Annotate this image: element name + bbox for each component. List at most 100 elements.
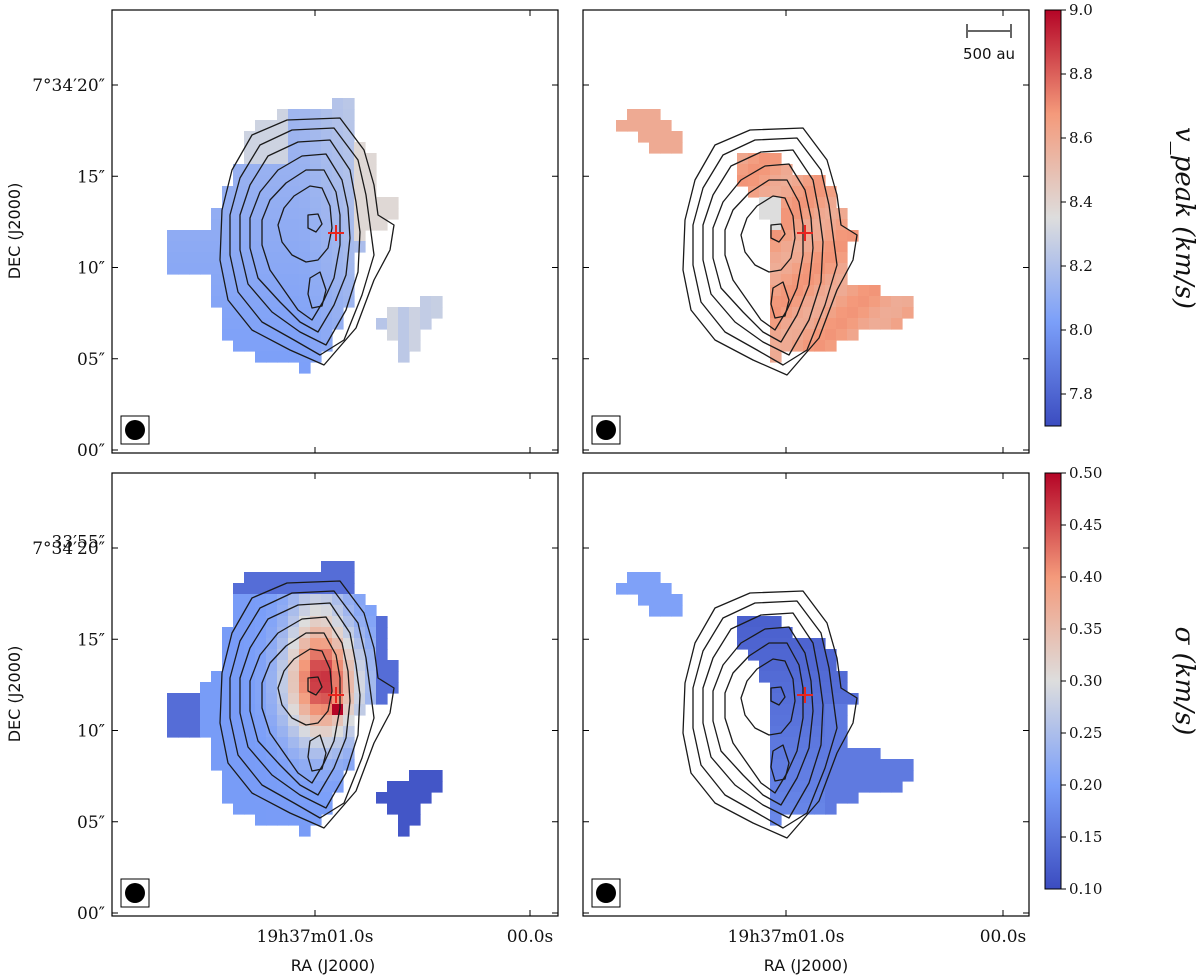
heatmap-cell bbox=[277, 605, 289, 617]
heatmap-cell bbox=[255, 120, 267, 132]
heatmap-cell bbox=[781, 792, 793, 804]
heatmap-cell bbox=[332, 671, 344, 683]
heatmap-cell bbox=[792, 781, 804, 793]
heatmap-cell bbox=[803, 781, 815, 793]
heatmap-cell bbox=[321, 660, 333, 672]
dec-tick-label: 10″ bbox=[77, 722, 105, 742]
heatmap-cell bbox=[321, 737, 333, 749]
heatmap-cell bbox=[781, 208, 793, 220]
heatmap-cell bbox=[299, 715, 311, 727]
heatmap-cell bbox=[836, 704, 848, 716]
heatmap-cell bbox=[376, 616, 388, 628]
heatmap-cell bbox=[770, 285, 782, 297]
heatmap-cell bbox=[299, 362, 311, 374]
heatmap-cell bbox=[255, 704, 267, 716]
heatmap-cell bbox=[737, 627, 749, 639]
heatmap-cell bbox=[299, 737, 311, 749]
heatmap-cell bbox=[255, 142, 267, 154]
heatmap-cell bbox=[770, 252, 782, 264]
heatmap-cell bbox=[814, 682, 826, 694]
heatmap-cell bbox=[222, 660, 234, 672]
dec-tick-label: 33′55″ bbox=[52, 532, 105, 552]
heatmap-cell bbox=[244, 803, 256, 815]
heatmap-cell bbox=[233, 781, 245, 793]
heatmap-cell bbox=[627, 109, 639, 121]
heatmap-cell bbox=[310, 649, 322, 661]
heatmap-cell bbox=[803, 693, 815, 705]
heatmap-cell bbox=[431, 307, 443, 319]
heatmap-cell bbox=[277, 285, 289, 297]
heatmap-cell bbox=[299, 153, 311, 165]
heatmap-cell bbox=[244, 285, 256, 297]
heatmap-cell bbox=[737, 153, 749, 165]
heatmap-cell bbox=[332, 285, 344, 297]
heatmap-cell bbox=[814, 660, 826, 672]
heatmap-cell bbox=[266, 186, 278, 198]
heatmap-cell bbox=[803, 704, 815, 716]
heatmap-cell bbox=[814, 197, 826, 209]
heatmap-cell bbox=[847, 693, 859, 705]
heatmap-cell bbox=[354, 175, 366, 187]
colorbar-tick-label: 0.30 bbox=[1069, 672, 1102, 690]
heatmap-cell bbox=[825, 197, 837, 209]
heatmap-cell bbox=[233, 263, 245, 275]
heatmap-cell bbox=[288, 770, 300, 782]
heatmap-cell bbox=[299, 241, 311, 253]
heatmap-cell bbox=[825, 219, 837, 231]
heatmap-cell bbox=[266, 241, 278, 253]
colorbar-tick-label: 0.40 bbox=[1069, 568, 1102, 586]
heatmap-cell bbox=[200, 715, 212, 727]
heatmap-cell bbox=[671, 131, 683, 143]
heatmap-cell bbox=[288, 241, 300, 253]
heatmap-cell bbox=[420, 781, 432, 793]
heatmap-cell bbox=[244, 770, 256, 782]
heatmap-cell bbox=[869, 781, 881, 793]
heatmap-cell bbox=[255, 208, 267, 220]
heatmap-cell bbox=[748, 627, 760, 639]
contour-line bbox=[740, 195, 796, 273]
heatmap-cell bbox=[266, 296, 278, 308]
heatmap-cell bbox=[420, 770, 432, 782]
heatmap-cell bbox=[178, 263, 190, 275]
beam-indicator bbox=[120, 415, 150, 445]
heatmap-cell bbox=[255, 131, 267, 143]
heatmap-cell bbox=[880, 781, 892, 793]
colorbar-tick-label: 8.2 bbox=[1069, 257, 1093, 275]
panel-frame bbox=[582, 9, 1030, 454]
heatmap-cell bbox=[299, 594, 311, 606]
heatmap-cell bbox=[737, 164, 749, 176]
heatmap-cell bbox=[321, 583, 333, 595]
heatmap-cell bbox=[244, 671, 256, 683]
heatmap-cell bbox=[332, 693, 344, 705]
heatmap-cell bbox=[244, 616, 256, 628]
contours-vpeak-right bbox=[682, 127, 858, 376]
heatmap-cell bbox=[737, 638, 749, 650]
heatmap-cell bbox=[299, 142, 311, 154]
heatmap-cell bbox=[233, 340, 245, 352]
ra-tick-label: 00.0s bbox=[507, 927, 554, 947]
heatmap-cell bbox=[891, 759, 903, 771]
heatmap-cell bbox=[376, 660, 388, 672]
heatmap-cell bbox=[321, 572, 333, 584]
heatmap-cell bbox=[255, 759, 267, 771]
heatmap-cell bbox=[178, 726, 190, 738]
heatmap-cell bbox=[781, 219, 793, 231]
colorbar-tick-label: 8.8 bbox=[1069, 65, 1093, 83]
heatmap-cell bbox=[343, 175, 355, 187]
heatmap-cell bbox=[288, 109, 300, 121]
heatmap-cell bbox=[825, 660, 837, 672]
heatmap-cell bbox=[770, 230, 782, 242]
heatmap-cell bbox=[409, 770, 421, 782]
heatmap-cell bbox=[869, 285, 881, 297]
heatmap-cell bbox=[266, 759, 278, 771]
heatmap-cell bbox=[825, 329, 837, 341]
heatmap-cell bbox=[354, 153, 366, 165]
heatmap-cell bbox=[781, 671, 793, 683]
heatmap-cell bbox=[233, 219, 245, 231]
heatmap-cell bbox=[266, 682, 278, 694]
heatmap-cell bbox=[365, 671, 377, 683]
beam-indicator bbox=[591, 878, 621, 908]
heatmap-cell bbox=[781, 263, 793, 275]
heatmap-cell bbox=[244, 164, 256, 176]
heatmap-cell bbox=[244, 142, 256, 154]
